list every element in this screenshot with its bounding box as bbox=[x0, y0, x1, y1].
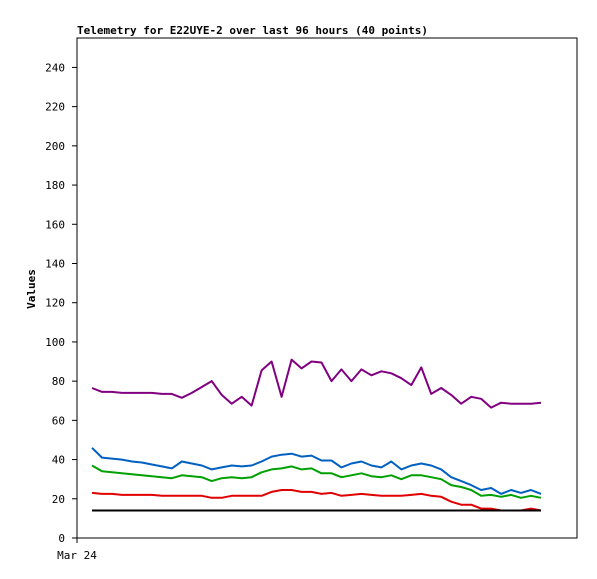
y-tick-label: 240 bbox=[45, 61, 65, 74]
y-tick-label: 100 bbox=[45, 336, 65, 349]
y-tick-label: 20 bbox=[52, 493, 65, 506]
y-tick-label: 160 bbox=[45, 218, 65, 231]
chart-title: Telemetry for E22UYE-2 over last 96 hour… bbox=[77, 24, 428, 37]
y-tick-label: 140 bbox=[45, 257, 65, 270]
plot-area bbox=[76, 37, 578, 539]
series-layer bbox=[91, 358, 542, 512]
y-tick-label: 220 bbox=[45, 101, 65, 114]
y-tick-label: 180 bbox=[45, 179, 65, 192]
y-tick-label: 0 bbox=[58, 532, 65, 545]
y-tick-label: 200 bbox=[45, 140, 65, 153]
y-axis: 0 20 40 60 80 100 120 140 160 180 200 220 240 bbox=[45, 61, 77, 545]
series-line-3 bbox=[91, 464, 542, 499]
y-tick-label: 60 bbox=[52, 414, 65, 427]
x-axis: Mar 24 bbox=[57, 538, 97, 562]
series-line-4 bbox=[91, 489, 542, 512]
y-axis-label: Values bbox=[25, 269, 38, 309]
y-tick-label: 40 bbox=[52, 454, 65, 467]
series-line-2 bbox=[91, 447, 542, 495]
x-tick-label: Mar 24 bbox=[57, 549, 97, 562]
series-line-1 bbox=[91, 358, 542, 409]
y-tick-label: 80 bbox=[52, 375, 65, 388]
y-tick-label: 120 bbox=[45, 297, 65, 310]
